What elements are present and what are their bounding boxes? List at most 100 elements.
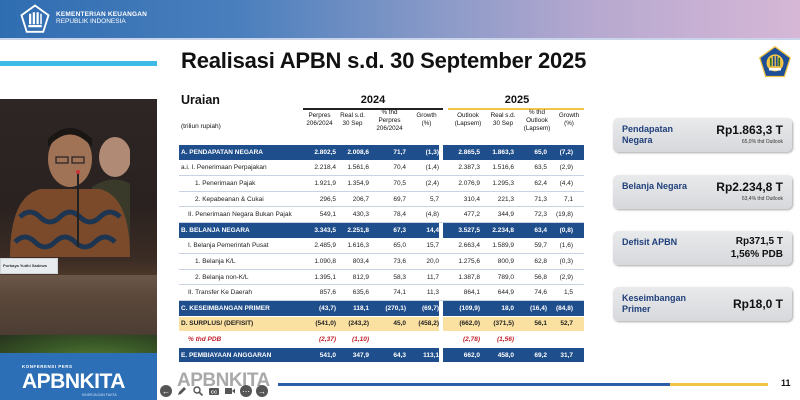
cell-value: 56,8 — [534, 273, 547, 281]
year-separator — [439, 191, 443, 207]
row-label: 2. Kepabeanan & Cukai — [195, 195, 264, 203]
cell-value: (2,37) — [319, 336, 336, 344]
table-row: 1. Penerimaan Pajak 1.921,9 1.354,9 70,5 (2,… — [179, 176, 584, 192]
cell-value: 206,7 — [352, 195, 369, 203]
year-2024-underline — [303, 108, 443, 110]
cell-value: 644,9 — [497, 289, 514, 297]
cell-value: 635,6 — [352, 289, 369, 297]
cell-value: (458,2) — [418, 320, 439, 328]
column-header: Growth (%) — [558, 112, 580, 128]
table-row: 1. Belanja K/L 1.090,8 803,4 73,6 20,0 1.275,… — [179, 254, 584, 270]
row-label: C. KESEIMBANGAN PRIMER — [181, 304, 270, 312]
cell-value: 2.218,4 — [314, 164, 336, 172]
pencil-icon[interactable] — [176, 385, 188, 397]
year-2024-header: 2024 — [360, 94, 386, 106]
cell-value: 430,3 — [352, 211, 369, 219]
cell-value: 15,7 — [426, 242, 439, 250]
cell-value: 1.275,6 — [458, 257, 480, 265]
deficit-value: Rp371,5 T — [735, 236, 783, 247]
row-label: D. SURPLUS/ (DEFISIT) — [181, 320, 254, 328]
accent-line — [0, 61, 157, 66]
cell-value: 65,0 — [534, 148, 547, 156]
budget-table: A. PENDAPATAN NEGARA 2.802,5 2.008,6 71,7 (1… — [179, 145, 584, 364]
cell-value: 789,0 — [497, 273, 514, 281]
row-label: II. Transfer Ke Daerah — [188, 289, 252, 297]
banner-title: APBNKITA — [22, 370, 125, 393]
arrow-right-icon[interactable]: → — [256, 385, 268, 397]
cell-value: 1.589,9 — [492, 242, 514, 250]
cell-value: (4,8) — [425, 211, 439, 219]
cell-value: 69,2 — [534, 351, 547, 359]
cell-value: 812,9 — [352, 273, 369, 281]
cell-value: 864,1 — [463, 289, 480, 297]
svg-text:CC: CC — [211, 389, 218, 394]
cell-value: 1.387,8 — [458, 273, 480, 281]
cell-value: 52,7 — [560, 320, 573, 328]
row-label: 1. Penerimaan Pajak — [195, 179, 256, 187]
cell-value: 59,7 — [534, 242, 547, 250]
cell-value: 69,7 — [393, 195, 406, 203]
year-separator — [439, 285, 443, 300]
cell-value: 1.516,6 — [492, 164, 514, 172]
cell-value: 549,1 — [319, 211, 336, 219]
table-row: II. Penerimaan Negara Bukan Pajak 549,1 43… — [179, 207, 584, 223]
table-row: A. PENDAPATAN NEGARA 2.802,5 2.008,6 71,7 (1… — [179, 145, 584, 161]
cell-value: 2.251,8 — [347, 226, 369, 234]
event-banner: KONFERENSI PERS APBNKITA KINERJA DAN FAK… — [0, 353, 157, 400]
cell-value: 73,6 — [393, 257, 406, 265]
cell-value: 347,9 — [352, 351, 369, 359]
cell-value: 3.343,5 — [314, 226, 336, 234]
cell-value: 2.802,5 — [314, 148, 336, 156]
table-row: 2. Kepabeanan & Cukai 296,5 206,7 69,7 5,7 31… — [179, 191, 584, 208]
cell-value: 857,6 — [319, 289, 336, 297]
desk — [0, 275, 157, 335]
kemenkeu-emblem-icon — [758, 45, 792, 78]
year-2025-header: 2025 — [504, 94, 530, 106]
cell-value: 1.616,3 — [347, 242, 369, 250]
video-feed: Purbaya Yudhi Sadewa — [0, 99, 157, 367]
cell-value: (270,1) — [385, 304, 406, 312]
page-number: 11 — [781, 378, 791, 388]
table-row: a.i. I. Penerimaan Perpajakan 2.218,4 1.56… — [179, 160, 584, 177]
column-header: Growth (%) — [416, 112, 437, 128]
arrow-left-icon[interactable]: ← — [160, 385, 172, 397]
year-separator — [439, 332, 443, 348]
cell-value: (1,6) — [559, 242, 573, 250]
cell-value: (1,3) — [425, 148, 439, 156]
cell-value: (541,0) — [315, 320, 336, 328]
cell-value: 458,0 — [497, 351, 514, 359]
year-separator — [439, 269, 443, 285]
card-belanja: Belanja Negara Rp2.234,8 T 63,4% thd Out… — [613, 175, 792, 209]
cell-value: 2.485,9 — [314, 242, 336, 250]
closed-caption-icon[interactable]: CC — [208, 385, 220, 397]
cell-value: 477,2 — [463, 211, 480, 219]
cell-value: (0,8) — [559, 226, 573, 234]
cell-value: (19,8) — [556, 211, 573, 219]
cell-value: 62,8 — [534, 257, 547, 265]
cell-value: 7,1 — [563, 195, 573, 203]
year-separator — [439, 207, 443, 222]
card-defisit: Defisit APBN Rp371,5 T 1,56% PDB — [613, 231, 792, 265]
row-label: I. Belanja Pemerintah Pusat — [188, 242, 269, 250]
cell-value: 74,1 — [393, 289, 406, 297]
video-camera-icon[interactable] — [224, 385, 236, 397]
table-row: C. KESEIMBANGAN PRIMER (43,7) 118,1 (270,1)… — [179, 300, 584, 317]
cell-value: 296,5 — [319, 195, 336, 203]
banner-subtitle: KONFERENSI PERS — [22, 364, 73, 369]
cell-value: 11,3 — [426, 289, 439, 297]
cell-value: 3.527,5 — [458, 226, 480, 234]
ministry-country: REPUBLIK INDONESIA — [56, 18, 126, 25]
cell-value: 800,9 — [497, 257, 514, 265]
cell-value: (1,56) — [497, 336, 514, 344]
table-row: B. BELANJA NEGARA 3.343,5 2.251,8 67,3 14,4 3… — [179, 222, 584, 239]
cell-value: 62,4 — [534, 179, 547, 187]
cell-value: 5,7 — [429, 195, 439, 203]
more-icon[interactable]: ⋯ — [240, 385, 252, 397]
magnifier-icon[interactable] — [192, 385, 204, 397]
cell-value: 63,4 — [534, 226, 547, 234]
cell-value: (109,9) — [459, 304, 480, 312]
year-separator — [439, 300, 443, 316]
cell-value: 70,5 — [393, 179, 406, 187]
cell-value: 14,4 — [426, 226, 439, 234]
